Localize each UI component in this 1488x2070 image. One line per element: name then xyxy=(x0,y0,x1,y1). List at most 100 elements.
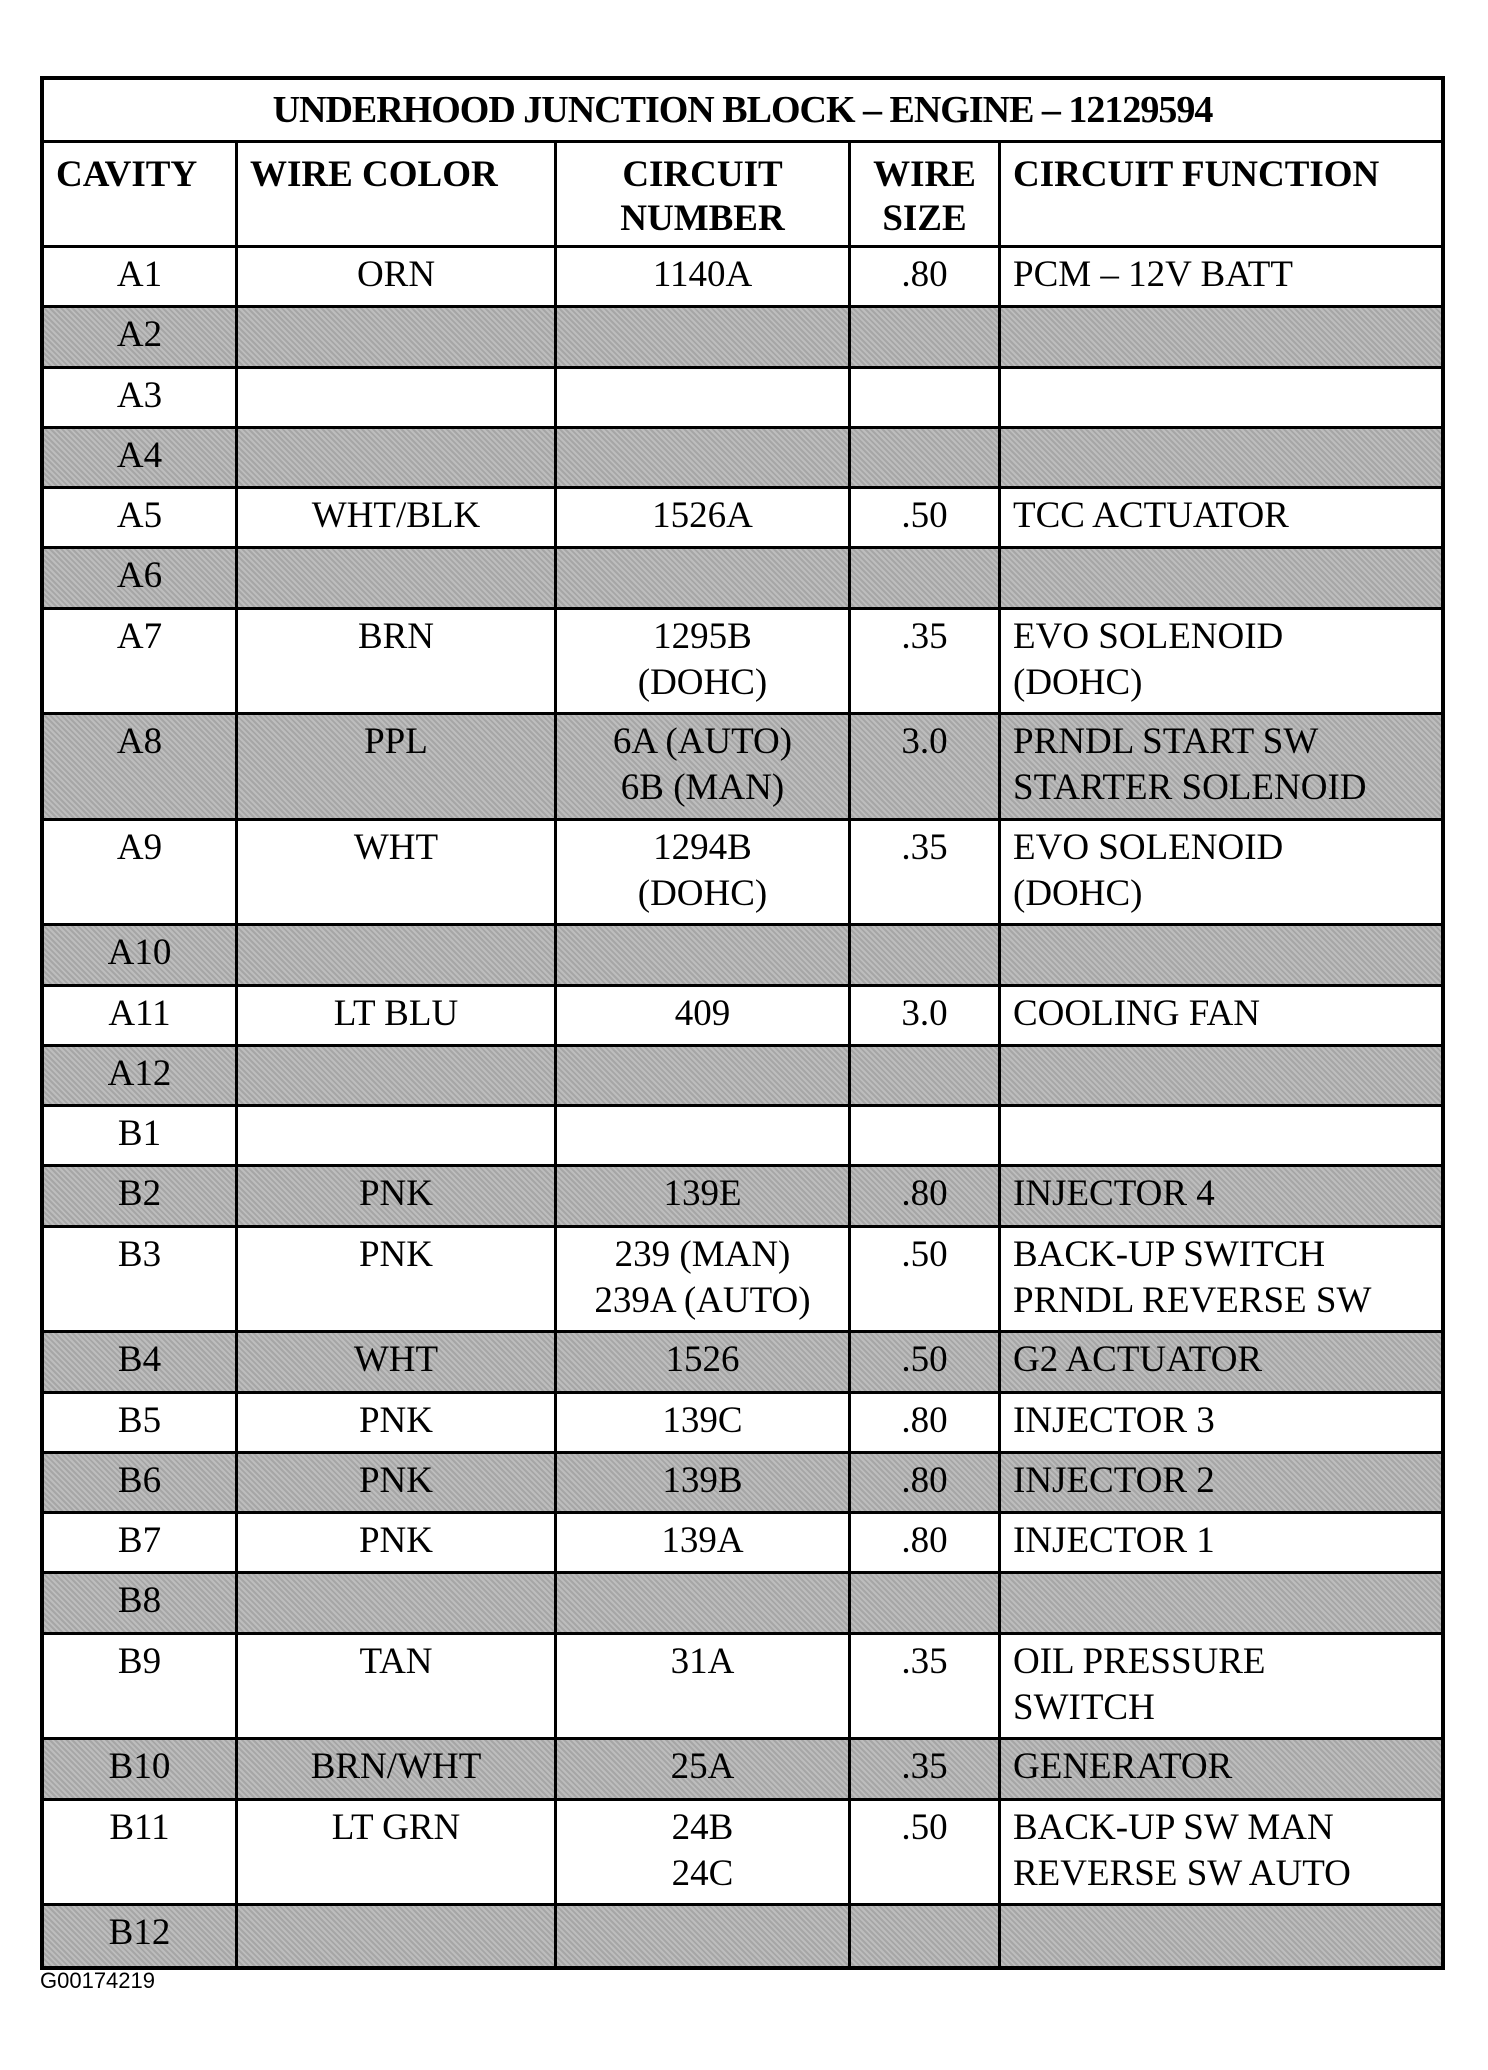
cell-circuit-number xyxy=(557,1906,851,1967)
cell-circuit-function: INJECTOR 3 xyxy=(1013,1399,1215,1441)
cell-cavity: A7 xyxy=(44,609,238,713)
cell-circuit-function: PRNDL START SW STARTER SOLENOID xyxy=(1013,721,1367,809)
cell-circuit-function xyxy=(1001,308,1441,365)
cell-circuit-number xyxy=(557,1574,851,1632)
cell-wire-color: PNK xyxy=(238,1227,557,1331)
cell-circuit-function: INJECTOR 4 xyxy=(1013,1173,1215,1215)
cell-wire-size: .35 xyxy=(851,820,1001,924)
table-row: B1 xyxy=(44,1107,1441,1168)
header-circuit-function: CIRCUIT FUNCTION xyxy=(1013,154,1380,195)
table-row: A4 xyxy=(44,428,1441,490)
table-row: A10 xyxy=(44,926,1441,987)
cell-circuit-function: INJECTOR 1 xyxy=(1013,1520,1215,1562)
cell-wire-size: 3.0 xyxy=(851,715,1001,818)
cell-circuit-function xyxy=(1001,1047,1441,1104)
cell-wire-size xyxy=(851,926,1001,984)
cell-wire-size xyxy=(851,1046,1001,1105)
cell-circuit-function: COOLING FAN xyxy=(1013,992,1261,1034)
cell-cavity: A12 xyxy=(44,1046,238,1105)
table-row: B6 PNK 139B .80 INJECTOR 2 xyxy=(44,1453,1441,1515)
table-body: A1 ORN 1140A .80 PCM – 12V BATT A2 A3 A4 A5 WHT/B… xyxy=(44,248,1441,1967)
cell-wire-size: 3.0 xyxy=(851,986,1001,1044)
table-title: UNDERHOOD JUNCTION BLOCK – ENGINE – 1212… xyxy=(44,80,1441,143)
cell-circuit-function: G2 ACTUATOR xyxy=(1013,1339,1263,1381)
cell-circuit-function: OIL PRESSURE SWITCH xyxy=(1013,1640,1266,1728)
table-row: A9 WHT 1294B (DOHC) .35 EVO SOLENOID (DOHC) xyxy=(44,820,1441,927)
cell-circuit-function xyxy=(1001,926,1441,983)
cell-wire-size xyxy=(851,549,1001,607)
cell-circuit-number xyxy=(557,549,851,607)
cell-circuit-number: 409 xyxy=(557,986,851,1044)
cell-circuit-number: 24B 24C xyxy=(557,1800,851,1904)
cell-cavity: B5 xyxy=(44,1393,238,1451)
cell-wire-size: .35 xyxy=(851,1740,1001,1798)
cell-wire-color: PPL xyxy=(238,715,557,818)
cell-wire-size xyxy=(851,308,1001,366)
cell-cavity: A5 xyxy=(44,489,238,547)
cell-circuit-function xyxy=(1001,369,1441,426)
cell-wire-color: WHT/BLK xyxy=(238,489,557,547)
cell-circuit-number: 1526 xyxy=(557,1333,851,1391)
table-row: B2 PNK 139E .80 INJECTOR 4 xyxy=(44,1167,1441,1228)
cell-cavity: B4 xyxy=(44,1333,238,1391)
cell-cavity: A11 xyxy=(44,986,238,1044)
cell-circuit-function: EVO SOLENOID (DOHC) xyxy=(1013,826,1284,914)
cell-circuit-number: 139A xyxy=(557,1514,851,1572)
cell-wire-color xyxy=(238,428,557,487)
cell-circuit-function: BACK-UP SW MAN REVERSE SW AUTO xyxy=(1013,1806,1351,1894)
cell-circuit-function xyxy=(1001,1574,1441,1631)
cell-circuit-number: 139B xyxy=(557,1453,851,1512)
table-row: B8 xyxy=(44,1574,1441,1635)
cell-wire-color: BRN/WHT xyxy=(238,1740,557,1798)
cell-wire-size: .80 xyxy=(851,1453,1001,1512)
cell-cavity: B9 xyxy=(44,1634,238,1738)
header-cavity: CAVITY xyxy=(44,143,238,245)
cell-wire-color xyxy=(238,1107,557,1165)
cell-wire-size: .80 xyxy=(851,1514,1001,1572)
cell-cavity: B1 xyxy=(44,1107,238,1165)
table-row: A12 xyxy=(44,1046,1441,1108)
cell-circuit-function xyxy=(1001,549,1441,606)
cell-cavity: B2 xyxy=(44,1167,238,1225)
header-row: CAVITY WIRE COLOR CIRCUIT NUMBER WIRE SI… xyxy=(44,143,1441,248)
cell-wire-size: .80 xyxy=(851,248,1001,306)
table-row: A5 WHT/BLK 1526A .50 TCC ACTUATOR xyxy=(44,489,1441,550)
cell-circuit-number xyxy=(557,308,851,366)
cell-circuit-number: 1294B (DOHC) xyxy=(557,820,851,924)
cell-circuit-function: GENERATOR xyxy=(1013,1746,1233,1788)
table-row: B11 LT GRN 24B 24C .50 BACK-UP SW MAN REVERS… xyxy=(44,1800,1441,1907)
table-row: B12 xyxy=(44,1906,1441,1967)
cell-circuit-number xyxy=(557,368,851,426)
cell-wire-size: .35 xyxy=(851,1634,1001,1738)
cell-wire-size: .50 xyxy=(851,1333,1001,1391)
header-wire-size: WIRE SIZE xyxy=(851,143,1001,245)
cell-cavity: A4 xyxy=(44,428,238,487)
cell-wire-color: LT GRN xyxy=(238,1800,557,1904)
header-wire-color: WIRE COLOR xyxy=(238,143,557,245)
cell-circuit-function xyxy=(1001,429,1441,486)
cell-cavity: B3 xyxy=(44,1227,238,1331)
cell-wire-size xyxy=(851,1107,1001,1165)
cell-cavity: A10 xyxy=(44,926,238,984)
cell-wire-size xyxy=(851,1906,1001,1967)
table-row: A1 ORN 1140A .80 PCM – 12V BATT xyxy=(44,248,1441,309)
cell-circuit-function: EVO SOLENOID (DOHC) xyxy=(1013,615,1284,703)
cell-wire-size: .50 xyxy=(851,1227,1001,1331)
cell-circuit-number: 1526A xyxy=(557,489,851,547)
cell-wire-color: PNK xyxy=(238,1514,557,1572)
cell-circuit-number: 1295B (DOHC) xyxy=(557,609,851,713)
cell-cavity: B6 xyxy=(44,1453,238,1512)
cell-circuit-number: 31A xyxy=(557,1634,851,1738)
cell-wire-color: PNK xyxy=(238,1453,557,1512)
cell-wire-color xyxy=(238,368,557,426)
cell-circuit-function xyxy=(1001,1107,1441,1164)
cell-circuit-function: PCM – 12V BATT xyxy=(1013,254,1293,295)
figure-id: G00174219 xyxy=(40,1968,155,1993)
table-row: A8 PPL 6A (AUTO) 6B (MAN) 3.0 PRNDL START SW… xyxy=(44,715,1441,821)
cell-circuit-number: 1140A xyxy=(557,248,851,306)
cell-cavity: B11 xyxy=(44,1800,238,1904)
cell-circuit-number xyxy=(557,1107,851,1165)
cell-circuit-number: 6A (AUTO) 6B (MAN) xyxy=(557,715,851,818)
table-row: A7 BRN 1295B (DOHC) .35 EVO SOLENOID (DOHC) xyxy=(44,609,1441,716)
cell-wire-size: .80 xyxy=(851,1393,1001,1451)
